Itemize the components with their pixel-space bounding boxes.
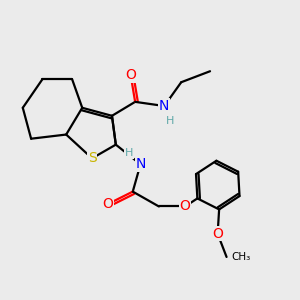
- Text: O: O: [125, 68, 136, 82]
- Text: N: N: [159, 99, 169, 113]
- Text: S: S: [88, 151, 96, 165]
- Text: O: O: [102, 197, 113, 211]
- Text: O: O: [212, 227, 223, 241]
- Text: N: N: [135, 157, 146, 171]
- Text: CH₃: CH₃: [231, 252, 250, 262]
- Text: H: H: [125, 148, 134, 158]
- Text: O: O: [180, 200, 190, 214]
- Text: H: H: [165, 116, 174, 127]
